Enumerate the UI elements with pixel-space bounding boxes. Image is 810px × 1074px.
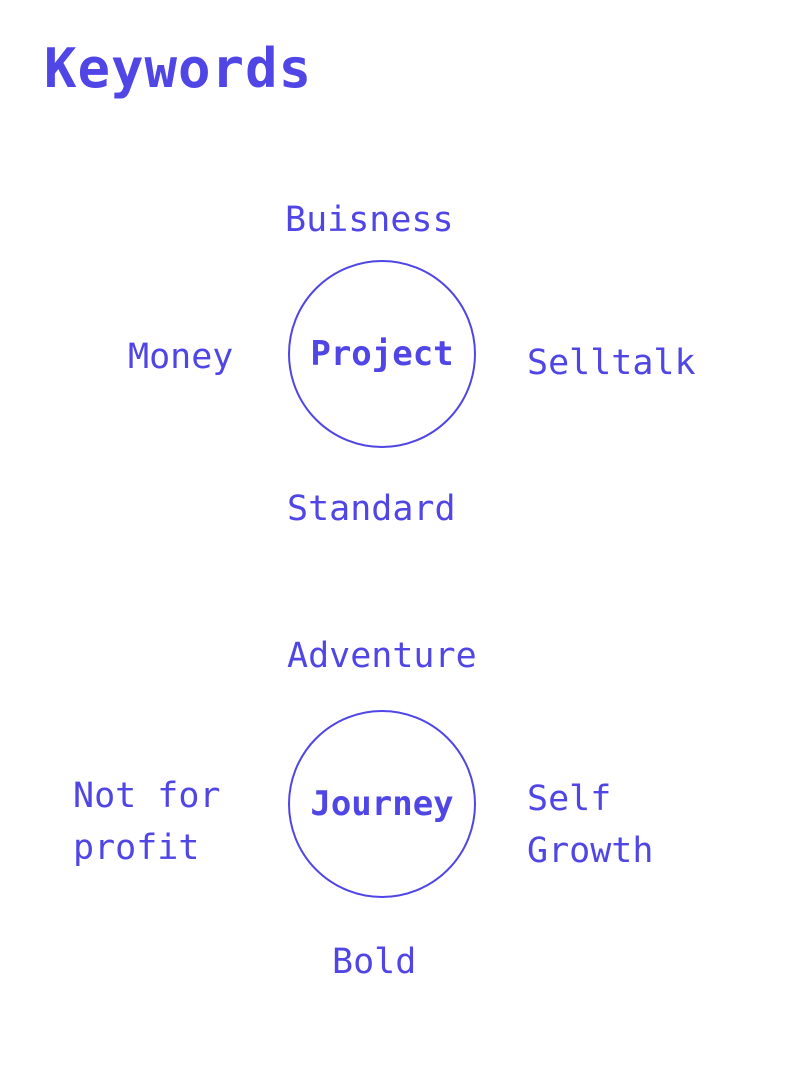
keyword-left: Money	[128, 337, 234, 377]
keyword-circle: Project	[288, 260, 476, 448]
keyword-center: Project	[310, 334, 454, 374]
keyword-circle: Journey	[288, 710, 476, 898]
keyword-top: Buisness	[285, 200, 454, 240]
keyword-right: Selltalk	[527, 343, 696, 383]
keyword-top: Adventure	[287, 636, 477, 676]
keyword-bottom: Standard	[287, 489, 456, 529]
keyword-right: Self Growth	[527, 779, 654, 871]
keyword-center: Journey	[310, 784, 454, 824]
keyword-bottom: Bold	[332, 942, 417, 982]
keyword-left: Not for profit	[73, 776, 221, 868]
page-title: Keywords	[44, 37, 313, 100]
